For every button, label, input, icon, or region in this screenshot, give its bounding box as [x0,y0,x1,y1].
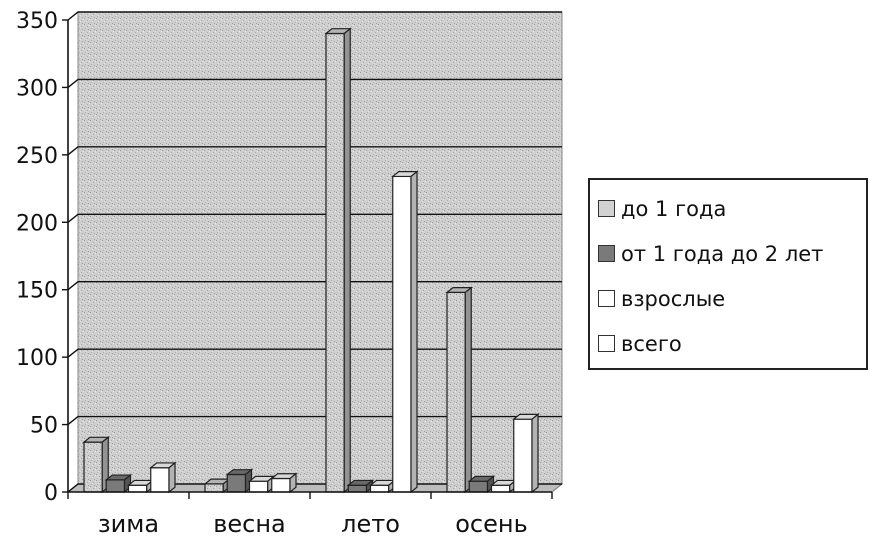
legend: до 1 года от 1 года до 2 лет взрослые всего [588,178,868,370]
x-category-label: осень [455,510,527,538]
y-tick-label: 250 [16,144,58,169]
bar-1-3 [270,472,298,494]
bar-2-3 [391,170,419,494]
plot-area [66,11,564,493]
grid-line [67,11,562,21]
y-tick-label: 0 [44,481,58,506]
grid-line [67,146,562,156]
legend-swatch [598,335,615,352]
bar-2-0 [324,27,352,494]
x-category-label: весна [213,510,286,538]
bar-3-0 [445,286,473,494]
legend-label: от 1 года до 2 лет [621,241,824,266]
bar-3-1 [467,475,496,494]
bar-2-1 [346,479,375,494]
y-tick-label: 350 [16,9,58,34]
bar-2-2 [368,479,397,494]
legend-item: от 1 года до 2 лет [598,231,866,276]
legend-label: до 1 года [621,196,727,221]
plot-back-wall [77,11,563,485]
y-tick-label: 200 [16,211,58,236]
bar-3-2 [489,479,518,494]
legend-label: взрослые [621,286,726,311]
bar-0-1 [104,473,133,494]
y-tick-label: 100 [16,346,58,371]
y-tick-label: 150 [16,279,58,304]
x-category-label: зима [98,510,159,538]
bar-0-0 [82,436,110,494]
bar-0-2 [126,479,155,494]
grid-line [67,78,562,88]
bar-1-1 [225,468,254,494]
axes: 0 50 100 150 200 250 300 350 зима весна лето осень [16,9,553,538]
legend-item: всего [598,321,866,366]
bar-3-3 [512,413,540,494]
x-category-label: лето [341,510,400,538]
bar-1-2 [247,475,276,494]
bar-0-3 [149,461,177,494]
legend-swatch [598,200,615,217]
bars [82,27,540,494]
legend-swatch [598,290,615,307]
bar-1-0 [203,477,231,494]
legend-item: взрослые [598,276,866,321]
legend-label: всего [621,331,682,356]
legend-item: до 1 года [598,186,866,231]
legend-swatch [598,245,615,262]
y-tick-label: 50 [30,414,58,439]
y-tick-label: 300 [16,76,58,101]
